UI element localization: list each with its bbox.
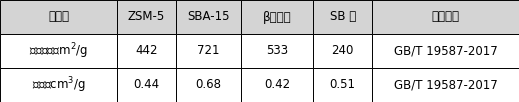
Text: 533: 533 xyxy=(266,44,288,58)
Bar xyxy=(313,0,372,34)
Text: 0.51: 0.51 xyxy=(330,79,356,91)
Bar xyxy=(372,0,519,34)
Text: 孔容，cm$^3$/g: 孔容，cm$^3$/g xyxy=(32,75,86,95)
Bar xyxy=(313,34,372,68)
Text: 240: 240 xyxy=(332,44,354,58)
Text: 测试方法: 测试方法 xyxy=(431,11,459,23)
Text: SB 粉: SB 粉 xyxy=(330,11,356,23)
Text: 分子筛: 分子筛 xyxy=(48,11,69,23)
Bar xyxy=(117,68,175,102)
Bar xyxy=(175,68,241,102)
Bar xyxy=(0,0,117,34)
Text: 0.42: 0.42 xyxy=(264,79,290,91)
Text: 442: 442 xyxy=(135,44,158,58)
Text: 比表面积，m$^2$/g: 比表面积，m$^2$/g xyxy=(29,41,88,61)
Bar xyxy=(372,34,519,68)
Bar xyxy=(241,34,313,68)
Text: GB/T 19587-2017: GB/T 19587-2017 xyxy=(393,44,497,58)
Bar xyxy=(117,0,175,34)
Text: ZSM-5: ZSM-5 xyxy=(128,11,165,23)
Bar xyxy=(0,68,117,102)
Bar xyxy=(241,0,313,34)
Text: 0.68: 0.68 xyxy=(195,79,222,91)
Bar xyxy=(372,68,519,102)
Bar xyxy=(313,68,372,102)
Text: GB/T 19587-2017: GB/T 19587-2017 xyxy=(393,79,497,91)
Text: β分子筛: β分子筛 xyxy=(263,11,292,23)
Bar xyxy=(0,34,117,68)
Bar xyxy=(117,34,175,68)
Bar xyxy=(175,34,241,68)
Text: 0.44: 0.44 xyxy=(133,79,159,91)
Bar xyxy=(175,0,241,34)
Bar xyxy=(241,68,313,102)
Text: 721: 721 xyxy=(197,44,220,58)
Text: SBA-15: SBA-15 xyxy=(187,11,229,23)
